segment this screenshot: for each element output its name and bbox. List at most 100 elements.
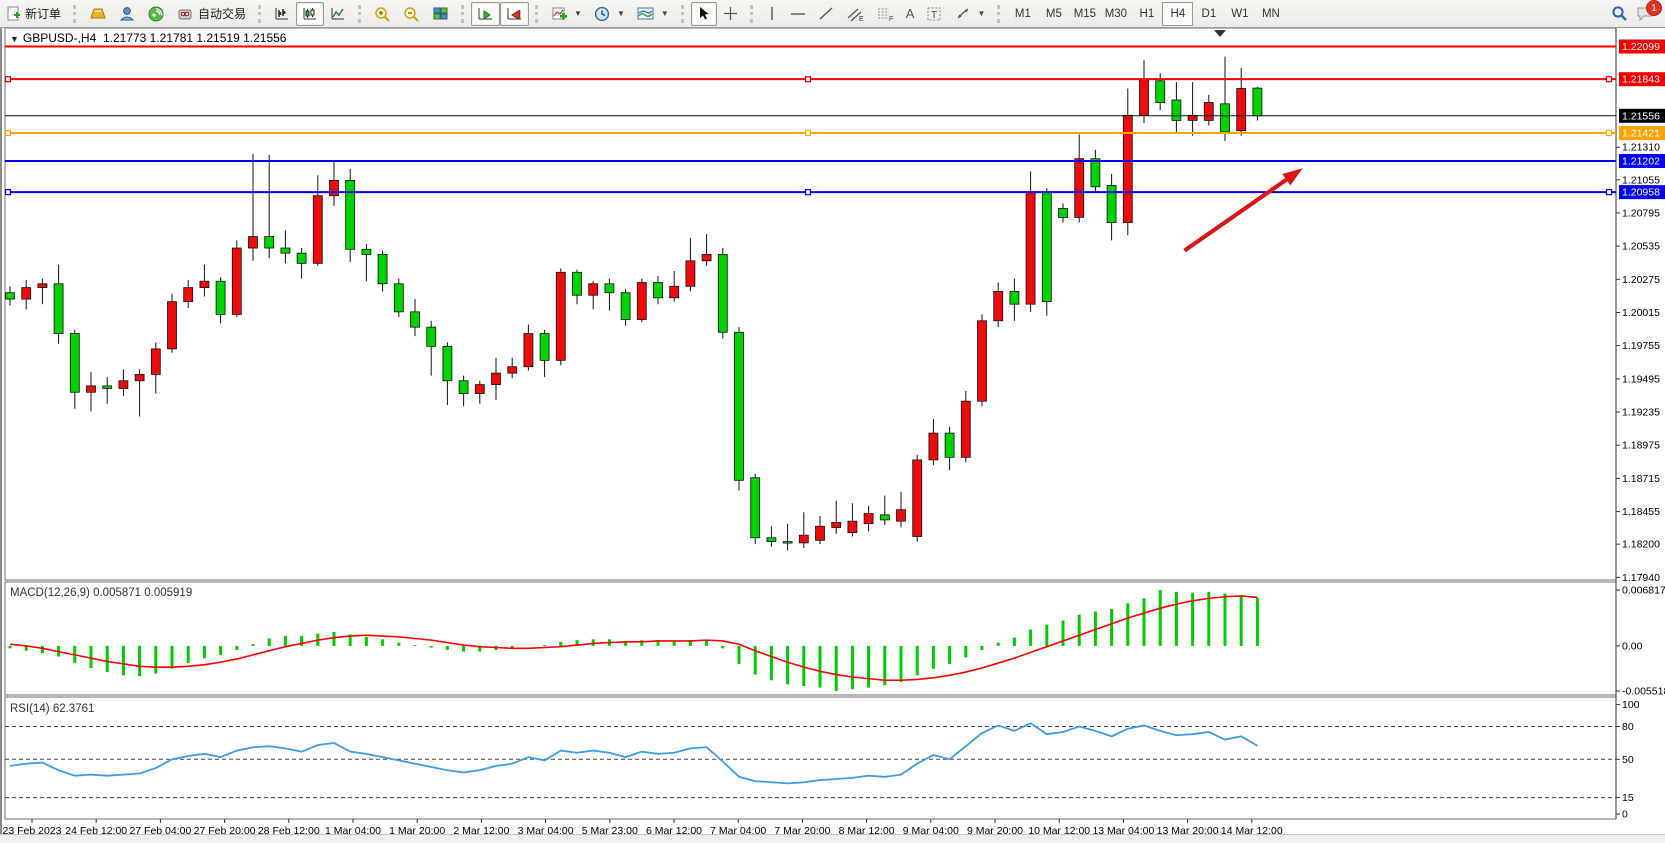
svg-text:1.20015: 1.20015: [1622, 307, 1660, 319]
svg-text:1.18200: 1.18200: [1622, 539, 1660, 551]
zoom-in-icon: [374, 6, 391, 22]
time-label: 14 Mar 12:00: [1221, 825, 1283, 835]
indicators-button[interactable]: ▼: [545, 2, 588, 26]
chart-shift-marker[interactable]: [1214, 30, 1226, 37]
zoom-out-icon: [403, 6, 420, 22]
svg-text:1.21055: 1.21055: [1622, 174, 1660, 186]
toolbar-grip: [749, 4, 756, 23]
horizontal-line-icon: [790, 6, 806, 21]
hline-1.20958[interactable]: [4, 189, 1616, 196]
chevron-down-icon: ▼: [977, 9, 986, 18]
time-label: 28 Feb 12:00: [258, 825, 320, 835]
chart-canvas[interactable]: 1.21310 1.21055 1.20795 1.20535 1.20275 1.200…: [2, 27, 1665, 835]
hline-1.21843[interactable]: [4, 76, 1616, 83]
templates-button[interactable]: ▼: [631, 2, 675, 26]
text-icon: A: [905, 6, 915, 21]
bar-chart-icon: [274, 6, 290, 21]
chart-symbol-period: GBPUSD-,H4: [22, 31, 97, 45]
vertical-line-tool[interactable]: [760, 2, 784, 26]
svg-text:1.19235: 1.19235: [1622, 407, 1660, 419]
tf-button-M30[interactable]: M30: [1104, 7, 1128, 20]
profile-icon: [119, 6, 136, 22]
tf-button-M1[interactable]: M1: [1014, 7, 1031, 20]
notification-badge: 1: [1646, 0, 1662, 16]
time-label: 1 Mar 20:00: [389, 825, 445, 835]
periods-button[interactable]: ▼: [588, 2, 631, 26]
zoom-in-button[interactable]: [368, 2, 397, 26]
arrows-icon: [955, 6, 971, 21]
profile-button[interactable]: [113, 2, 142, 26]
tf-button-D1[interactable]: D1: [1201, 7, 1217, 20]
hline-handle: [1605, 76, 1613, 83]
time-label: 9 Mar 04:00: [903, 825, 959, 835]
tf-button-H4[interactable]: H4: [1162, 1, 1194, 26]
time-label: 23 Feb 2023: [3, 825, 62, 835]
autotrading-button[interactable]: 自动交易: [171, 2, 252, 26]
svg-text:1.21421: 1.21421: [1622, 128, 1660, 140]
channel-glyph: E: [859, 16, 864, 22]
price-badge-1.20958: 1.20958: [1619, 185, 1665, 200]
text-label-tool[interactable]: T: [920, 2, 949, 26]
gold-ingot-icon: [89, 6, 107, 21]
svg-text:0: 0: [1622, 808, 1628, 820]
chart-shift-button[interactable]: [500, 1, 530, 26]
autoscroll-button[interactable]: [471, 1, 501, 26]
crosshair-icon: [723, 6, 738, 21]
svg-text:0.006817: 0.006817: [1622, 585, 1665, 597]
svg-text:1.21843: 1.21843: [1622, 74, 1660, 86]
chat-icon[interactable]: 1: [1636, 0, 1662, 22]
svg-text:80: 80: [1622, 721, 1634, 733]
svg-text:50: 50: [1622, 754, 1634, 766]
svg-text:1.20535: 1.20535: [1622, 241, 1660, 253]
tf-button-W1[interactable]: W1: [1231, 7, 1249, 20]
trend-arrow[interactable]: [1183, 168, 1303, 253]
cursor-button[interactable]: [690, 1, 717, 26]
vertical-line-icon: [766, 6, 778, 21]
tf-button-M15[interactable]: M15: [1073, 7, 1097, 20]
time-label: 10 Mar 12:00: [1028, 825, 1090, 835]
price-badge-1.21202: 1.21202: [1619, 153, 1665, 168]
svg-text:1.22099: 1.22099: [1622, 41, 1660, 53]
search-icon[interactable]: [1611, 5, 1628, 22]
line-chart-icon: [330, 6, 346, 21]
fibonacci-tool[interactable]: F: [870, 2, 900, 26]
tf-button-MN[interactable]: MN: [1261, 7, 1280, 20]
trendline-icon: [818, 6, 834, 21]
svg-text:1.21556: 1.21556: [1622, 110, 1660, 122]
chevron-down-icon: ▼: [616, 9, 625, 18]
hline-handle: [804, 76, 812, 83]
indicators-icon: [551, 6, 568, 22]
tf-button-M5[interactable]: M5: [1045, 7, 1062, 20]
signals-button[interactable]: [142, 2, 171, 26]
time-label: 3 Mar 04:00: [518, 825, 574, 835]
time-label: 5 Mar 23:00: [582, 825, 638, 835]
tile-windows-icon: [432, 6, 449, 22]
tile-windows-button[interactable]: [426, 2, 455, 26]
svg-text:1.19755: 1.19755: [1622, 340, 1660, 352]
candlestick-chart-button[interactable]: [296, 1, 325, 26]
hline-handle: [1605, 189, 1613, 196]
gold-button[interactable]: [83, 2, 113, 26]
crosshair-button[interactable]: [717, 2, 744, 26]
autotrading-label: 自动交易: [198, 7, 247, 21]
trendline-tool[interactable]: [812, 2, 840, 26]
arrows-tool[interactable]: ▼: [949, 2, 991, 26]
equidistant-channel-tool[interactable]: E: [840, 2, 870, 26]
chart-shift-icon: [506, 6, 523, 22]
new-order-button[interactable]: 新订单: [0, 2, 67, 26]
hline-1.21421[interactable]: [4, 129, 1616, 137]
template-icon: [637, 6, 655, 21]
one-click-collapse-icon[interactable]: ▼: [10, 34, 19, 44]
text-tool[interactable]: A: [900, 2, 921, 26]
time-label: 1 Mar 04:00: [325, 825, 381, 835]
horizontal-line-tool[interactable]: [784, 2, 812, 26]
zoom-out-button[interactable]: [397, 2, 426, 26]
time-label: 7 Mar 20:00: [774, 825, 830, 835]
timeframe-toolbar: M1 M5 M15 M30 H1 H4 D1 W1 MN: [1007, 1, 1286, 26]
tf-button-H1[interactable]: H1: [1139, 7, 1155, 20]
hline-handle: [4, 76, 12, 83]
time-axis[interactable]: 23 Feb 2023 24 Feb 12:00 27 Feb 04:00 27 Fe…: [3, 819, 1283, 835]
line-chart-button[interactable]: [324, 2, 352, 26]
chart-ohlc-values: 1.21773 1.21781 1.21519 1.21556: [102, 31, 287, 45]
bar-chart-button[interactable]: [268, 2, 296, 26]
